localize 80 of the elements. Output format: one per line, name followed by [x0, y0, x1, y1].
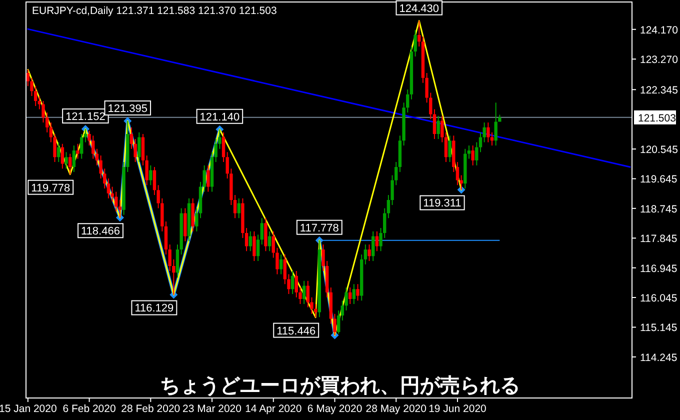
x-tick-label: 19 Jun 2020 [428, 403, 487, 415]
candlestick [471, 146, 474, 166]
candlestick [268, 231, 272, 252]
candlestick [348, 287, 352, 304]
candlestick [418, 20, 421, 47]
candlestick [336, 310, 340, 334]
y-tick-label: 118.745 [640, 203, 678, 216]
candlestick [364, 244, 368, 264]
candlestick [118, 200, 122, 218]
candlestick [290, 270, 294, 294]
candlestick [375, 231, 379, 252]
candlestick [191, 198, 194, 232]
candlestick [76, 144, 80, 159]
candlestick [444, 132, 448, 162]
candlestick [84, 128, 88, 142]
candlestick [264, 218, 268, 252]
x-tick-label: 23 Mar 2020 [182, 403, 242, 415]
candlestick [248, 231, 252, 252]
data-label: 121.140 [200, 111, 240, 124]
candlestick [448, 136, 452, 162]
y-tick-label: 116.045 [640, 292, 678, 305]
candlestick [184, 208, 187, 242]
ref-line-label: 121.503 [638, 112, 676, 124]
candlestick [486, 122, 490, 142]
candlestick [187, 198, 191, 242]
annotation: ちょうどユーロが買われ、円が売られる [160, 375, 520, 397]
candlestick [356, 284, 360, 301]
candlestick [260, 218, 264, 245]
candlestick [436, 116, 440, 139]
x-tick-label: 6 May 2020 [307, 403, 362, 415]
x-tick-label: 28 May 2020 [366, 403, 427, 415]
candlestick [318, 240, 322, 318]
chart-title: EURJPY-cd,Daily 121.371 121.583 121.370 121.503 [32, 5, 277, 17]
candlestick [138, 132, 141, 162]
candlestick [64, 152, 68, 169]
y-tick-label: 119.645 [640, 174, 678, 186]
x-tick-label: 28 Feb 2020 [121, 403, 180, 415]
data-label: 117.778 [300, 222, 339, 234]
candlestick [206, 165, 210, 192]
candlestick [440, 116, 444, 142]
candlestick [352, 284, 356, 304]
y-tick-label: 115.145 [640, 322, 678, 334]
x-tick-label: 14 Apr 2020 [245, 403, 302, 415]
candlestick [252, 231, 256, 262]
candlestick [237, 198, 240, 218]
y-tick-label: 122.345 [640, 84, 678, 97]
candlestick [302, 280, 306, 304]
x-tick-label: 15 Jan 2020 [0, 403, 57, 415]
data-label: 116.129 [134, 302, 174, 315]
y-tick-label: 120.545 [640, 144, 678, 156]
candlestick [68, 154, 72, 174]
x-tick-label: 6 Feb 2020 [62, 403, 116, 415]
y-tick-label: 123.270 [640, 54, 678, 66]
data-label: 119.778 [31, 182, 70, 194]
candlestick [279, 254, 283, 274]
y-tick-label: 116.945 [640, 262, 678, 275]
candlestick [360, 254, 364, 301]
candlestick [256, 234, 260, 262]
candlestick [210, 152, 214, 192]
data-label: 121.395 [108, 102, 148, 115]
data-label: 118.466 [81, 226, 120, 238]
candlestick [222, 132, 226, 162]
y-tick-label: 114.245 [640, 352, 678, 364]
candlestick [57, 142, 60, 162]
candlestick [149, 165, 152, 186]
candlestick [464, 148, 467, 188]
candlestick [80, 134, 84, 159]
y-tick-label: 124.170 [640, 24, 678, 36]
data-label: 115.446 [276, 325, 316, 338]
candlestick [372, 231, 375, 262]
data-label: 124.430 [399, 2, 440, 15]
candlestick [72, 146, 76, 172]
candlestick [60, 144, 64, 169]
candlestick [494, 102, 498, 146]
candlestick [368, 244, 371, 262]
data-label: 121.152 [66, 110, 106, 123]
candlestick [106, 178, 110, 198]
candlestick [432, 109, 436, 139]
data-label: 119.311 [423, 198, 462, 210]
y-tick-label: 117.845 [640, 233, 678, 246]
